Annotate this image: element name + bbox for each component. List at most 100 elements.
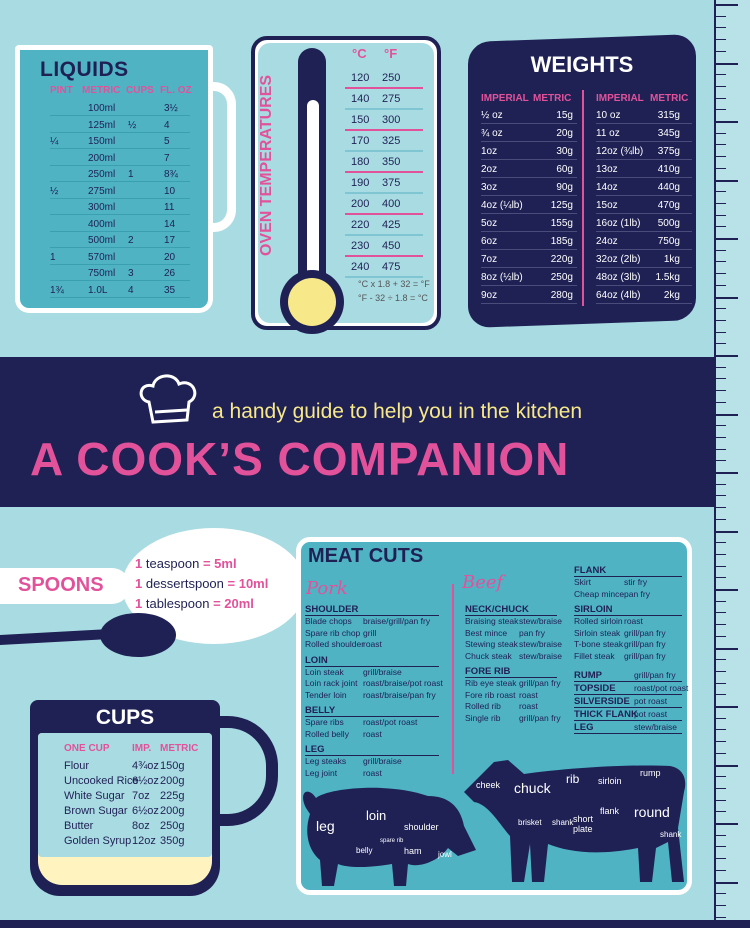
- meat-cut-name: Leg joint: [305, 767, 338, 778]
- ruler-tick: [716, 191, 726, 193]
- liquids-cell: 1: [128, 169, 134, 180]
- liquids-cell: 10: [164, 185, 176, 197]
- weights-cell-imperial: 12oz (¾lb): [596, 146, 644, 157]
- liquids-row: 125ml ½ 4: [50, 118, 190, 133]
- weights-cell-metric: 345g: [657, 128, 680, 139]
- cups-header-imp: IMP.: [132, 743, 152, 754]
- meat-cut-method: grill/pan fry: [634, 670, 676, 680]
- banner-tagline: a handy guide to help you in the kitchen: [212, 400, 583, 423]
- meat-cut-name: Spare ribs: [305, 717, 344, 727]
- ruler-tick: [716, 717, 726, 719]
- beef-label: Beef: [462, 572, 504, 593]
- liquids-cell: 570ml: [88, 251, 116, 263]
- liquids-cell: 300ml: [88, 202, 116, 213]
- oven-row-line: [345, 150, 423, 152]
- liquids-cell: 3½: [164, 103, 178, 114]
- ruler-tick: [716, 121, 738, 123]
- ruler-tick: [716, 823, 738, 825]
- weights-row-left: 4oz (¼lb) 125g: [481, 198, 577, 214]
- spoons-tag: [0, 568, 130, 604]
- meat-section-title: RUMP: [574, 670, 602, 681]
- liquids-cell: 1.0L: [88, 284, 108, 296]
- meat-cut-method: roast: [363, 767, 382, 778]
- ruler-tick: [716, 62, 738, 65]
- ruler-tick: [716, 729, 726, 731]
- banner: [0, 357, 714, 507]
- liquids-header-cups: CUPS: [126, 85, 154, 96]
- ruler-tick: [716, 273, 726, 275]
- weights-cell-imperial: ½ oz: [481, 110, 503, 121]
- ruler-tick: [716, 682, 726, 684]
- liquids-header-metric: METRIC: [82, 85, 121, 96]
- weights-row-right: 64oz (4lb) 2kg: [596, 288, 692, 304]
- liquids-cell: 1¾: [50, 284, 64, 296]
- cow-cut-label: shank: [552, 818, 574, 827]
- liquids-row: 1 570ml 20: [50, 250, 190, 265]
- liquids-cell: 20: [164, 251, 176, 263]
- oven-cell-c: 170: [351, 135, 370, 147]
- weights-row-left: 9oz 280g: [481, 288, 577, 304]
- meat-cut-name: Skirt: [574, 577, 591, 587]
- cups-cell-item: Uncooked Rice: [64, 775, 139, 787]
- weights-cell-metric: 220g: [550, 254, 573, 265]
- liquids-row: ½ 275ml 10: [50, 184, 190, 199]
- weights-header-metric-1: METRIC: [533, 93, 572, 104]
- ruler-tick: [716, 460, 726, 462]
- oven-row-line: [345, 192, 423, 194]
- meat-cut-row: TOPSIDE roast/pot roast: [574, 683, 688, 695]
- meat-cut-method: stew/braise: [519, 616, 562, 626]
- ruler-tick: [716, 109, 726, 111]
- ruler-tick: [716, 659, 726, 661]
- weights-cell-imperial: 9oz: [481, 290, 498, 301]
- weights-cell-imperial: 32oz (2lb): [596, 254, 641, 265]
- oven-cell-c: 150: [351, 114, 370, 126]
- liquids-row: 1¾ 1.0L 4 35: [50, 283, 190, 298]
- ruler-tick: [716, 366, 726, 368]
- weights-cell-metric: 2kg: [663, 290, 680, 301]
- weights-header-imperial-2: IMPERIAL: [596, 93, 644, 104]
- weights-cell-metric: 125g: [550, 200, 573, 211]
- cups-row: Brown Sugar 6½oz 200g: [64, 805, 214, 819]
- ruler-tick: [716, 249, 726, 251]
- meat-cut-method: grill/braise: [363, 666, 402, 677]
- weights-divider: [582, 90, 584, 306]
- oven-cell-c: 240: [351, 261, 370, 273]
- cups-cell-metric: 200g: [160, 775, 185, 787]
- weights-row-left: ¾ oz 20g: [481, 126, 577, 142]
- liquids-cell: 5: [164, 136, 170, 147]
- ruler-tick: [716, 343, 726, 345]
- liquids-cell: 400ml: [88, 218, 116, 230]
- liquids-cell: 3: [128, 268, 134, 279]
- liquids-row: 750ml 3 26: [50, 266, 190, 281]
- cups-cell-imp: 12oz: [132, 835, 156, 847]
- meat-cut-row: Blade chops braise/grill/pan fry: [305, 616, 439, 627]
- jug-handle: [200, 82, 236, 232]
- weights-row-right: 14oz 440g: [596, 180, 692, 196]
- weights-cell-metric: 280g: [550, 290, 573, 301]
- meat-cut-row: Rib eye steak grill/pan fry: [465, 678, 561, 689]
- weights-header-metric-2: METRIC: [650, 93, 689, 104]
- liquids-cell: 200ml: [88, 152, 116, 164]
- liquids-cell: 100ml: [88, 103, 116, 114]
- weights-cell-metric: 315g: [657, 110, 680, 121]
- weights-cell-metric: 375g: [657, 146, 680, 157]
- meat-cut-name: Loin rack joint: [305, 678, 358, 688]
- cups-cell-item: Brown Sugar: [64, 805, 128, 817]
- oven-row: 120 250: [345, 66, 425, 88]
- pig-cut-label: belly: [356, 846, 373, 855]
- oven-cell-f: 425: [382, 219, 401, 231]
- ruler-tick: [716, 834, 726, 836]
- ruler-tick: [716, 4, 738, 6]
- ruler-tick: [716, 202, 726, 204]
- weights-title: WEIGHTS: [530, 52, 634, 77]
- ruler-tick: [716, 799, 726, 801]
- weights-cell-imperial: 7oz: [481, 254, 498, 265]
- ruler-tick: [716, 156, 726, 158]
- oven-row: 190 375: [345, 171, 425, 193]
- oven-cell-f: 475: [382, 261, 401, 273]
- oven-cell-c: 220: [351, 219, 370, 231]
- cups-title: CUPS: [95, 706, 155, 729]
- cups-row: Golden Syrup 12oz 350g: [64, 835, 214, 849]
- ruler-tick: [716, 50, 726, 52]
- ruler-tick: [716, 893, 726, 895]
